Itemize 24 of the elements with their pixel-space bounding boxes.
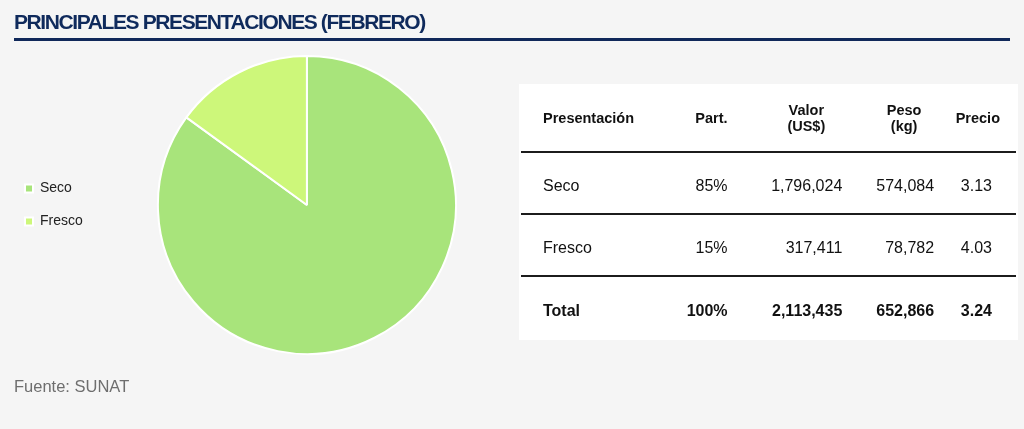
data-label: 574,084 bbox=[876, 176, 935, 194]
text: Peso (kg) bbox=[886, 101, 922, 134]
category-label: Seco bbox=[543, 176, 580, 194]
data-label: 3.24 bbox=[960, 301, 992, 319]
series-label: Part. bbox=[695, 109, 728, 126]
data-label: 4.03 bbox=[960, 238, 992, 256]
category-label: Total bbox=[543, 301, 581, 319]
data-label: 1,796,024 bbox=[771, 176, 843, 194]
source-note: Fuente: SUNAT bbox=[14, 376, 130, 397]
legend-label: Fresco bbox=[40, 212, 83, 229]
text: Presentación bbox=[543, 109, 635, 126]
data-label: 2,113,435 bbox=[772, 301, 843, 319]
data-label: 85% bbox=[695, 176, 728, 194]
text: Precio bbox=[955, 109, 1000, 126]
data-label: 15% bbox=[695, 238, 728, 256]
data-label: 652,866 bbox=[876, 301, 935, 319]
data-label: 3.13 bbox=[960, 176, 992, 194]
chart-title: PRINCIPALES PRESENTACIONES (FEBRERO) bbox=[14, 9, 425, 35]
data-label: 78,782 bbox=[885, 238, 935, 256]
text: Valor (US$) bbox=[787, 101, 826, 134]
category-label: Fresco bbox=[543, 238, 592, 256]
legend-label: Seco bbox=[40, 179, 73, 196]
data-label: 317,411 bbox=[785, 238, 843, 256]
data-label: 100% bbox=[686, 301, 728, 319]
